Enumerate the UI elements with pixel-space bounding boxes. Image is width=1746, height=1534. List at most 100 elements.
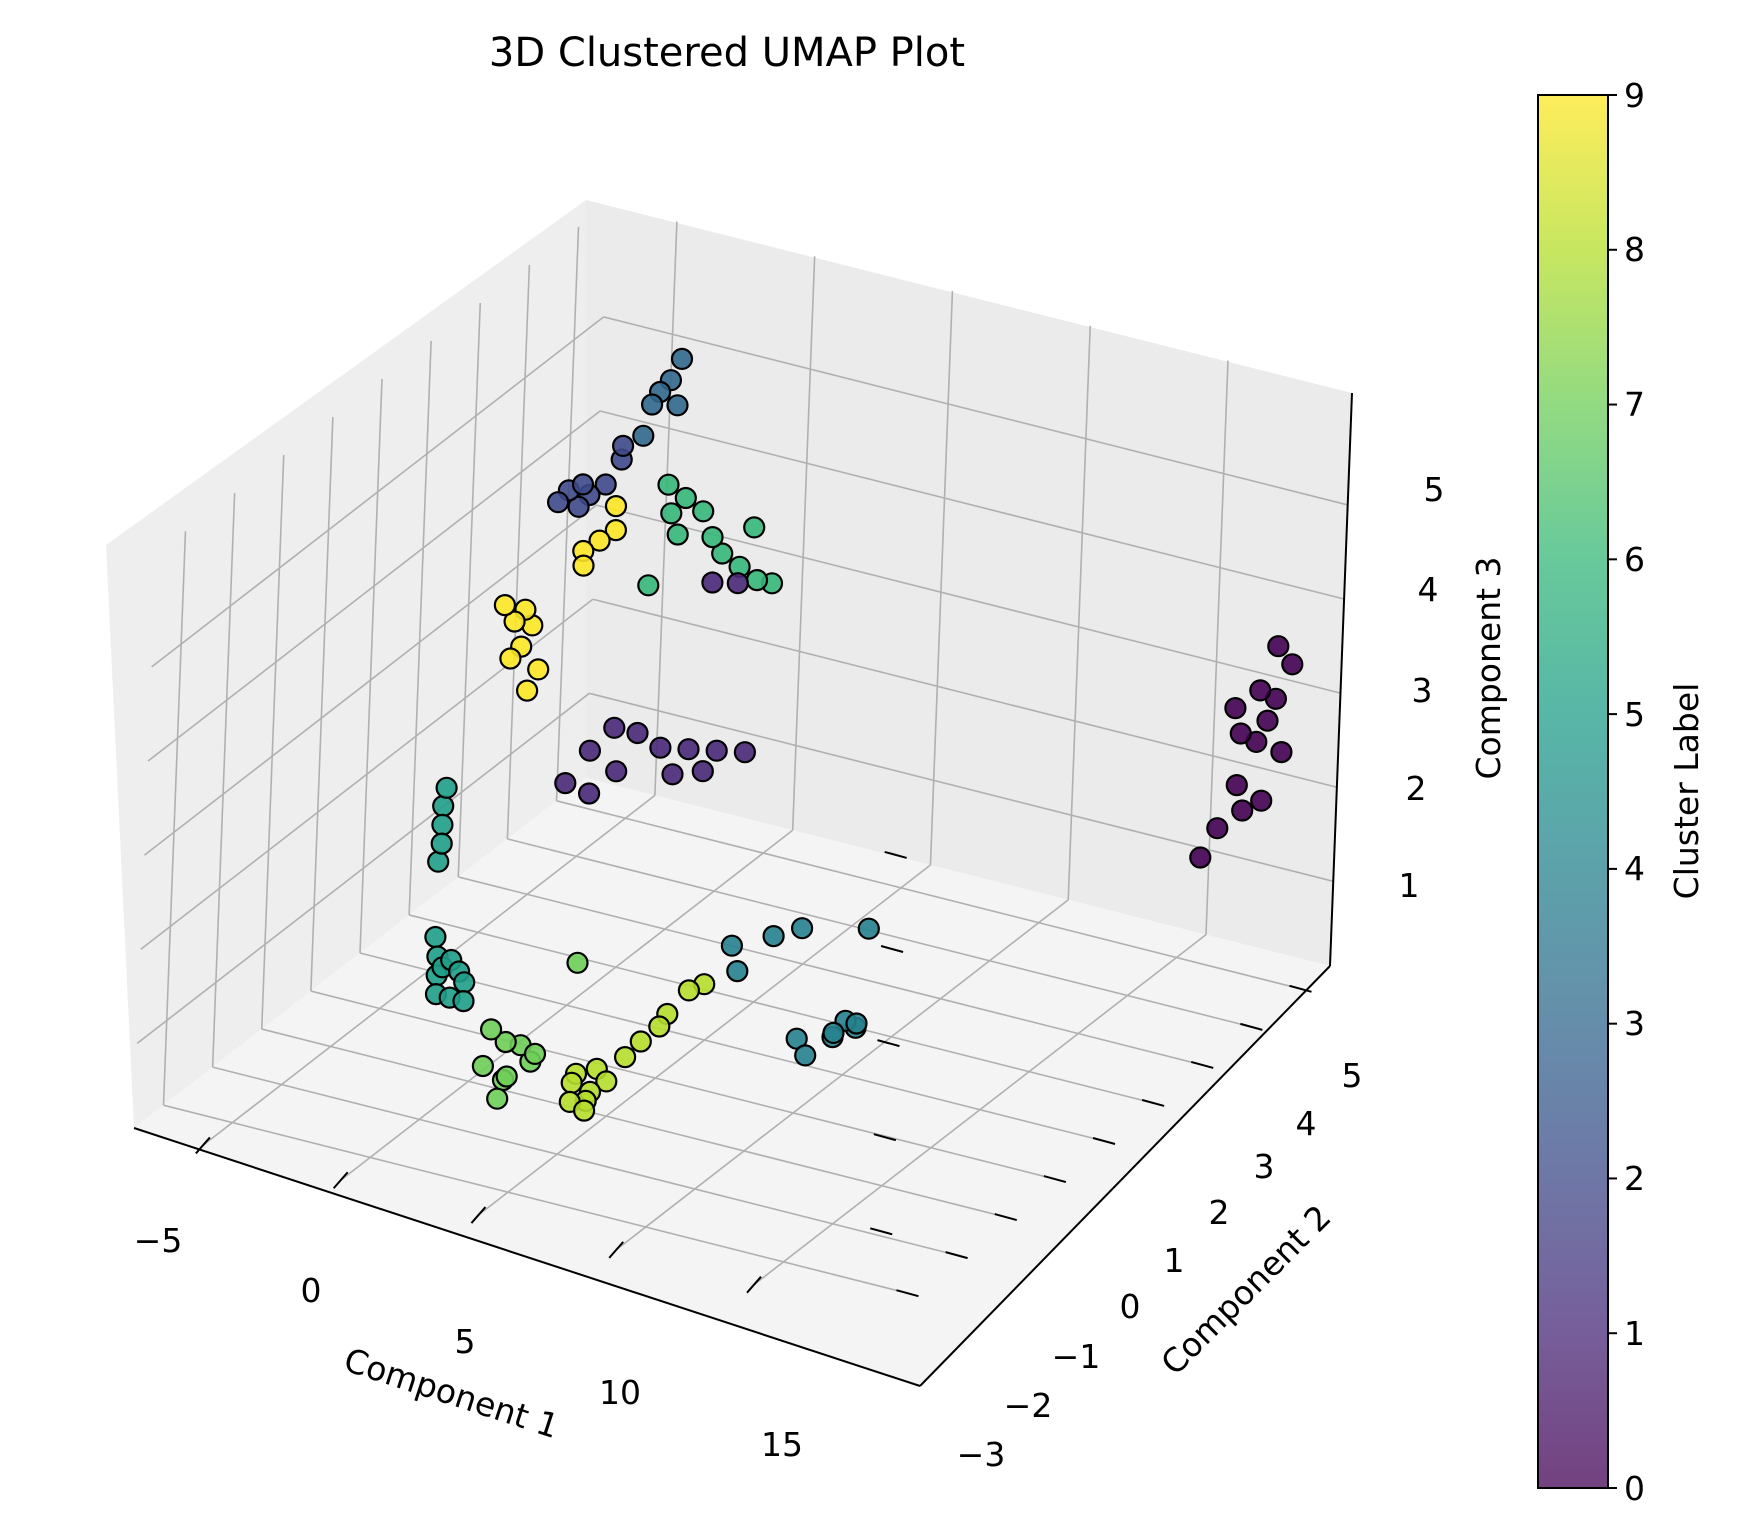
data-point [494, 1030, 517, 1054]
y-tick-labels: −3 −2 −1 0 1 2 3 4 5 [957, 1056, 1363, 1474]
data-point [726, 572, 749, 595]
data-point [790, 917, 814, 940]
colorbar-ticks [1608, 94, 1617, 1489]
z-grid-left [143, 504, 597, 856]
y-tick-mark [1240, 1022, 1263, 1031]
colorbar-tick-label: 7 [1624, 385, 1645, 424]
y-grid-left [162, 531, 187, 1106]
z-tick-label: 3 [1412, 671, 1433, 710]
colorbar [1537, 94, 1609, 1489]
z-grid-left [136, 692, 590, 1044]
data-point [1256, 709, 1279, 732]
z-tick-mark [884, 850, 907, 859]
data-point [701, 525, 724, 549]
data-point [794, 1044, 817, 1067]
colorbar-tick-label: 4 [1624, 849, 1645, 888]
z-axis-label: Component 3 [1469, 556, 1508, 779]
data-point [611, 434, 635, 457]
x-grid-back [1205, 360, 1229, 935]
z-grid-back [589, 692, 1334, 883]
data-point [670, 347, 694, 370]
x-tick-label: 10 [599, 1373, 641, 1412]
z-grid-left [147, 410, 601, 762]
data-point [572, 554, 595, 577]
data-point [692, 500, 715, 523]
data-point [1270, 740, 1293, 764]
x-grid-back [1067, 325, 1092, 900]
data-point [572, 1099, 596, 1122]
y-grid-left [408, 340, 432, 915]
x-tick-mark [195, 1136, 211, 1155]
data-point [845, 1012, 868, 1035]
data-point [603, 716, 626, 739]
y-tick-mark [1141, 1098, 1165, 1107]
data-point [677, 979, 701, 1002]
data-point [660, 502, 683, 525]
z-tick-mark [880, 945, 904, 953]
data-point [674, 486, 697, 510]
y-grid-floor [163, 1104, 908, 1294]
data-point [578, 739, 602, 762]
y-axis-line [919, 965, 1331, 1387]
data-point [1206, 817, 1229, 840]
data-point [427, 850, 450, 873]
data-point [515, 679, 539, 702]
z-tick-label: 5 [1424, 470, 1445, 509]
colorbar-tick-label: 8 [1624, 230, 1645, 269]
data-point [1250, 789, 1273, 812]
y-tick-mark [896, 1289, 919, 1298]
y-tick-label: 3 [1254, 1147, 1275, 1186]
data-point [471, 1054, 494, 1078]
grid-lines [136, 221, 1348, 1294]
chart-title: 3D Clustered UMAP Plot [489, 30, 965, 76]
y-tick-mark [1190, 1060, 1214, 1069]
colorbar-label: Cluster Label [1667, 683, 1706, 900]
x-tick-label: 5 [455, 1322, 476, 1361]
data-point [726, 959, 749, 983]
y-tick-label: −3 [957, 1435, 1006, 1474]
y-tick-mark [1092, 1137, 1116, 1145]
y-grid-floor [212, 1066, 957, 1256]
z-grid-left [151, 316, 605, 668]
x-tick-label: 0 [301, 1271, 322, 1310]
data-point [566, 951, 589, 974]
data-point [1225, 773, 1248, 797]
data-point [567, 495, 590, 518]
y-tick-label: 5 [1342, 1056, 1363, 1095]
data-point [720, 934, 744, 957]
y-tick-label: −2 [1004, 1386, 1053, 1425]
colorbar-tick-label: 2 [1624, 1159, 1645, 1198]
colorbar-tick-label: 0 [1624, 1469, 1645, 1508]
colorbar-tick-label: 1 [1624, 1314, 1645, 1353]
x-grid-back [929, 291, 954, 866]
data-point [1249, 679, 1272, 702]
axis-lines [133, 392, 1353, 1387]
data-point [762, 924, 785, 948]
data-point [486, 1087, 509, 1110]
z-tick-mark [873, 1133, 897, 1142]
data-point [666, 394, 689, 417]
data-point [629, 1030, 652, 1053]
z-grid-back [592, 598, 1338, 788]
data-point [430, 832, 453, 855]
data-point [677, 738, 700, 761]
y-grid-left [211, 493, 236, 1068]
left-pane [106, 200, 586, 1128]
colorbar-tick-label: 6 [1624, 540, 1645, 579]
data-point [604, 495, 628, 518]
z-tick-label: 1 [1399, 866, 1420, 905]
data-point [560, 1071, 583, 1094]
data-point [640, 393, 664, 416]
data-point [1231, 799, 1254, 822]
y-tick-label: 2 [1209, 1193, 1230, 1232]
data-point [822, 1021, 845, 1045]
data-point [588, 529, 611, 552]
y-grid-left [310, 417, 334, 992]
colorbar-tick-label: 9 [1624, 76, 1645, 115]
data-point [632, 424, 655, 447]
data-point [1281, 653, 1304, 676]
data-point [499, 647, 522, 670]
z-tick-labels: 1 2 3 4 5 [1399, 470, 1445, 905]
data-point [594, 473, 617, 496]
x-tick-label: 15 [761, 1425, 803, 1464]
